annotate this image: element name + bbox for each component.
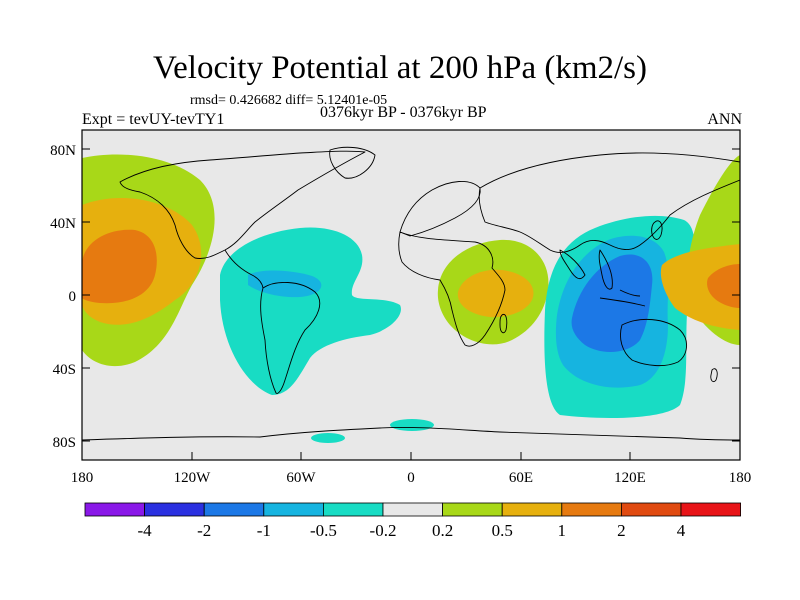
colorbar-swatch — [382, 502, 443, 517]
contour-westpac-0.5 — [660, 244, 740, 330]
colorbar-swatch — [84, 502, 145, 517]
colorbar-label: 0.2 — [432, 521, 453, 540]
coast-new-zealand — [710, 368, 718, 383]
contour-antarctic-b — [390, 419, 434, 431]
lat-tick-label: 40N — [50, 216, 76, 232]
contour-indopacific-neg1 — [571, 254, 653, 352]
lat-tick-label: 80S — [53, 435, 76, 451]
coast-australia — [620, 318, 687, 367]
coast-india — [559, 249, 586, 280]
coast-north-america — [119, 150, 366, 259]
coast-indonesia — [599, 289, 646, 307]
colorbar-label: 0.5 — [492, 521, 513, 540]
lon-tick-label: 180 — [729, 470, 752, 486]
colorbar-label: 1 — [558, 521, 567, 540]
colorbar — [84, 502, 741, 517]
plot-title: Velocity Potential at 200 hPa (km2/s) — [152, 50, 648, 86]
coast-antarctica — [82, 427, 740, 441]
coast-madagascar — [499, 313, 508, 334]
colorbar-swatch — [561, 502, 622, 517]
lon-tick-label: 120W — [174, 470, 212, 486]
contour-westpac-1 — [707, 264, 740, 308]
colorbar-label: -1 — [257, 521, 271, 540]
lon-tick-label: 60E — [509, 470, 533, 486]
lon-labels: 180 120W 60W 0 60E 120E 180 — [71, 470, 752, 486]
lat-tick-label: 40S — [53, 362, 76, 378]
contour-atlantic-neg0.2 — [220, 227, 401, 395]
colorbar-swatch — [621, 502, 682, 517]
coast-central-america — [224, 249, 264, 289]
lat-axis — [82, 148, 740, 442]
coast-africa — [398, 231, 506, 347]
coast-eurasia — [478, 152, 740, 253]
colorbar-swatch — [144, 502, 205, 517]
lat-tick-label: 80N — [50, 143, 76, 159]
lon-tick-label: 60W — [286, 470, 316, 486]
lat-tick-label: 0 — [69, 289, 77, 305]
coast-se-asia — [598, 249, 613, 290]
colorbar-swatch — [501, 502, 563, 517]
colorbar-swatch — [680, 502, 741, 517]
colorbar-label: -0.5 — [310, 521, 337, 540]
contour-atlantic-neg0.5 — [248, 270, 322, 298]
experiment-label: Expt = tevUY-tevTY1 — [82, 111, 225, 128]
coast-south-america — [260, 282, 321, 394]
coast-greenland — [329, 146, 376, 179]
period-label: 0376kyr BP - 0376kyr BP — [320, 104, 487, 121]
coastlines — [82, 146, 740, 441]
colorbar-label: 4 — [677, 521, 686, 540]
colorbar-label: -0.2 — [370, 521, 397, 540]
rmsd-diff-stats: rmsd= 0.426682 diff= 5.12401e-05 — [190, 93, 388, 108]
colorbar-label: -4 — [138, 521, 153, 540]
lon-axis — [81, 452, 741, 460]
colorbar-label: -2 — [197, 521, 211, 540]
contour-pacific-1 — [82, 229, 157, 304]
colorbar-swatch — [263, 502, 324, 517]
colorbar-swatch — [442, 502, 503, 517]
colorbar-swatch — [322, 502, 384, 517]
lon-tick-label: 120E — [614, 470, 646, 486]
colorbar-swatch — [203, 502, 265, 517]
lat-labels: 80N 40N 0 40S 80S — [50, 143, 76, 451]
lon-tick-label: 0 — [407, 470, 415, 486]
colorbar-label: 2 — [617, 521, 626, 540]
contour-africa-0.5 — [457, 269, 534, 318]
contour-antarctic-a — [311, 433, 345, 443]
contour-fields — [82, 146, 740, 443]
coast-japan — [651, 220, 663, 240]
lon-tick-label: 180 — [71, 470, 94, 486]
colorbar-labels: -4 -2 -1 -0.5 -0.2 0.2 0.5 1 2 4 — [138, 521, 686, 540]
season-label: ANN — [707, 111, 742, 128]
